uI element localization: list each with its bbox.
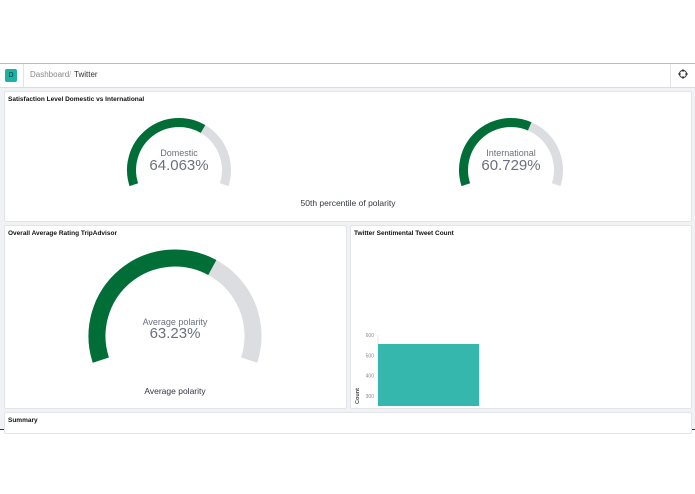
breadcrumb-twitter: Twitter [74,70,98,79]
gauge-fill [459,118,532,187]
divider [670,64,671,87]
y-tick-label: 400 [366,374,375,380]
bar[interactable] [378,343,480,406]
y-tick-label: 300 [366,394,375,400]
gauge-international [459,118,563,187]
top-divider [0,63,695,64]
panel-tripadvisor: Overall Average Rating TripAdvisor Avera… [4,225,347,409]
panel-satisfaction: Satisfaction Level Domestic vs Internati… [4,91,692,222]
gauge-domestic [127,118,231,187]
breadcrumb-separator: / [69,70,72,79]
y-tick-label: 500 [366,353,375,359]
breadcrumb-dashboard[interactable]: Dashboard [30,70,70,79]
gauge-value: 64.063% [149,157,209,174]
dashboard-canvas: Satisfaction Level Domestic vs Internati… [0,88,695,434]
panel-title: Summary [8,417,38,424]
gauge-average-polarity [88,249,262,363]
panel-twitter: Twitter Sentimental Tweet Count 01002003… [350,225,692,409]
gauge-subtitle: Average polarity [144,386,206,396]
gauge-subtitle: 50th percentile of polarity [300,198,396,208]
gauge-label: Domestic [160,148,198,158]
y-axis-title: Count [355,388,361,404]
gauge-fill [127,118,206,187]
gauge-fill [88,249,217,363]
gauge-label: Average polarity [142,317,208,327]
panel-summary: Summary [4,412,692,434]
bar-chart: 0100200300400500600CountAll docsnegative… [355,333,480,406]
header-bar: D Dashboard / Twitter [0,64,695,88]
gauge-value: 63.23% [149,325,201,342]
fullscreen-icon[interactable] [678,69,688,79]
gauge-value: 60.729% [481,157,541,174]
y-tick-label: 600 [366,333,375,339]
gauge-label: International [486,148,536,158]
panel-title: Overall Average Rating TripAdvisor [8,230,117,237]
dashboard-avatar[interactable]: D [5,69,17,82]
panel-title: Satisfaction Level Domestic vs Internati… [8,96,145,103]
divider [23,64,24,87]
panel-title: Twitter Sentimental Tweet Count [354,230,454,237]
